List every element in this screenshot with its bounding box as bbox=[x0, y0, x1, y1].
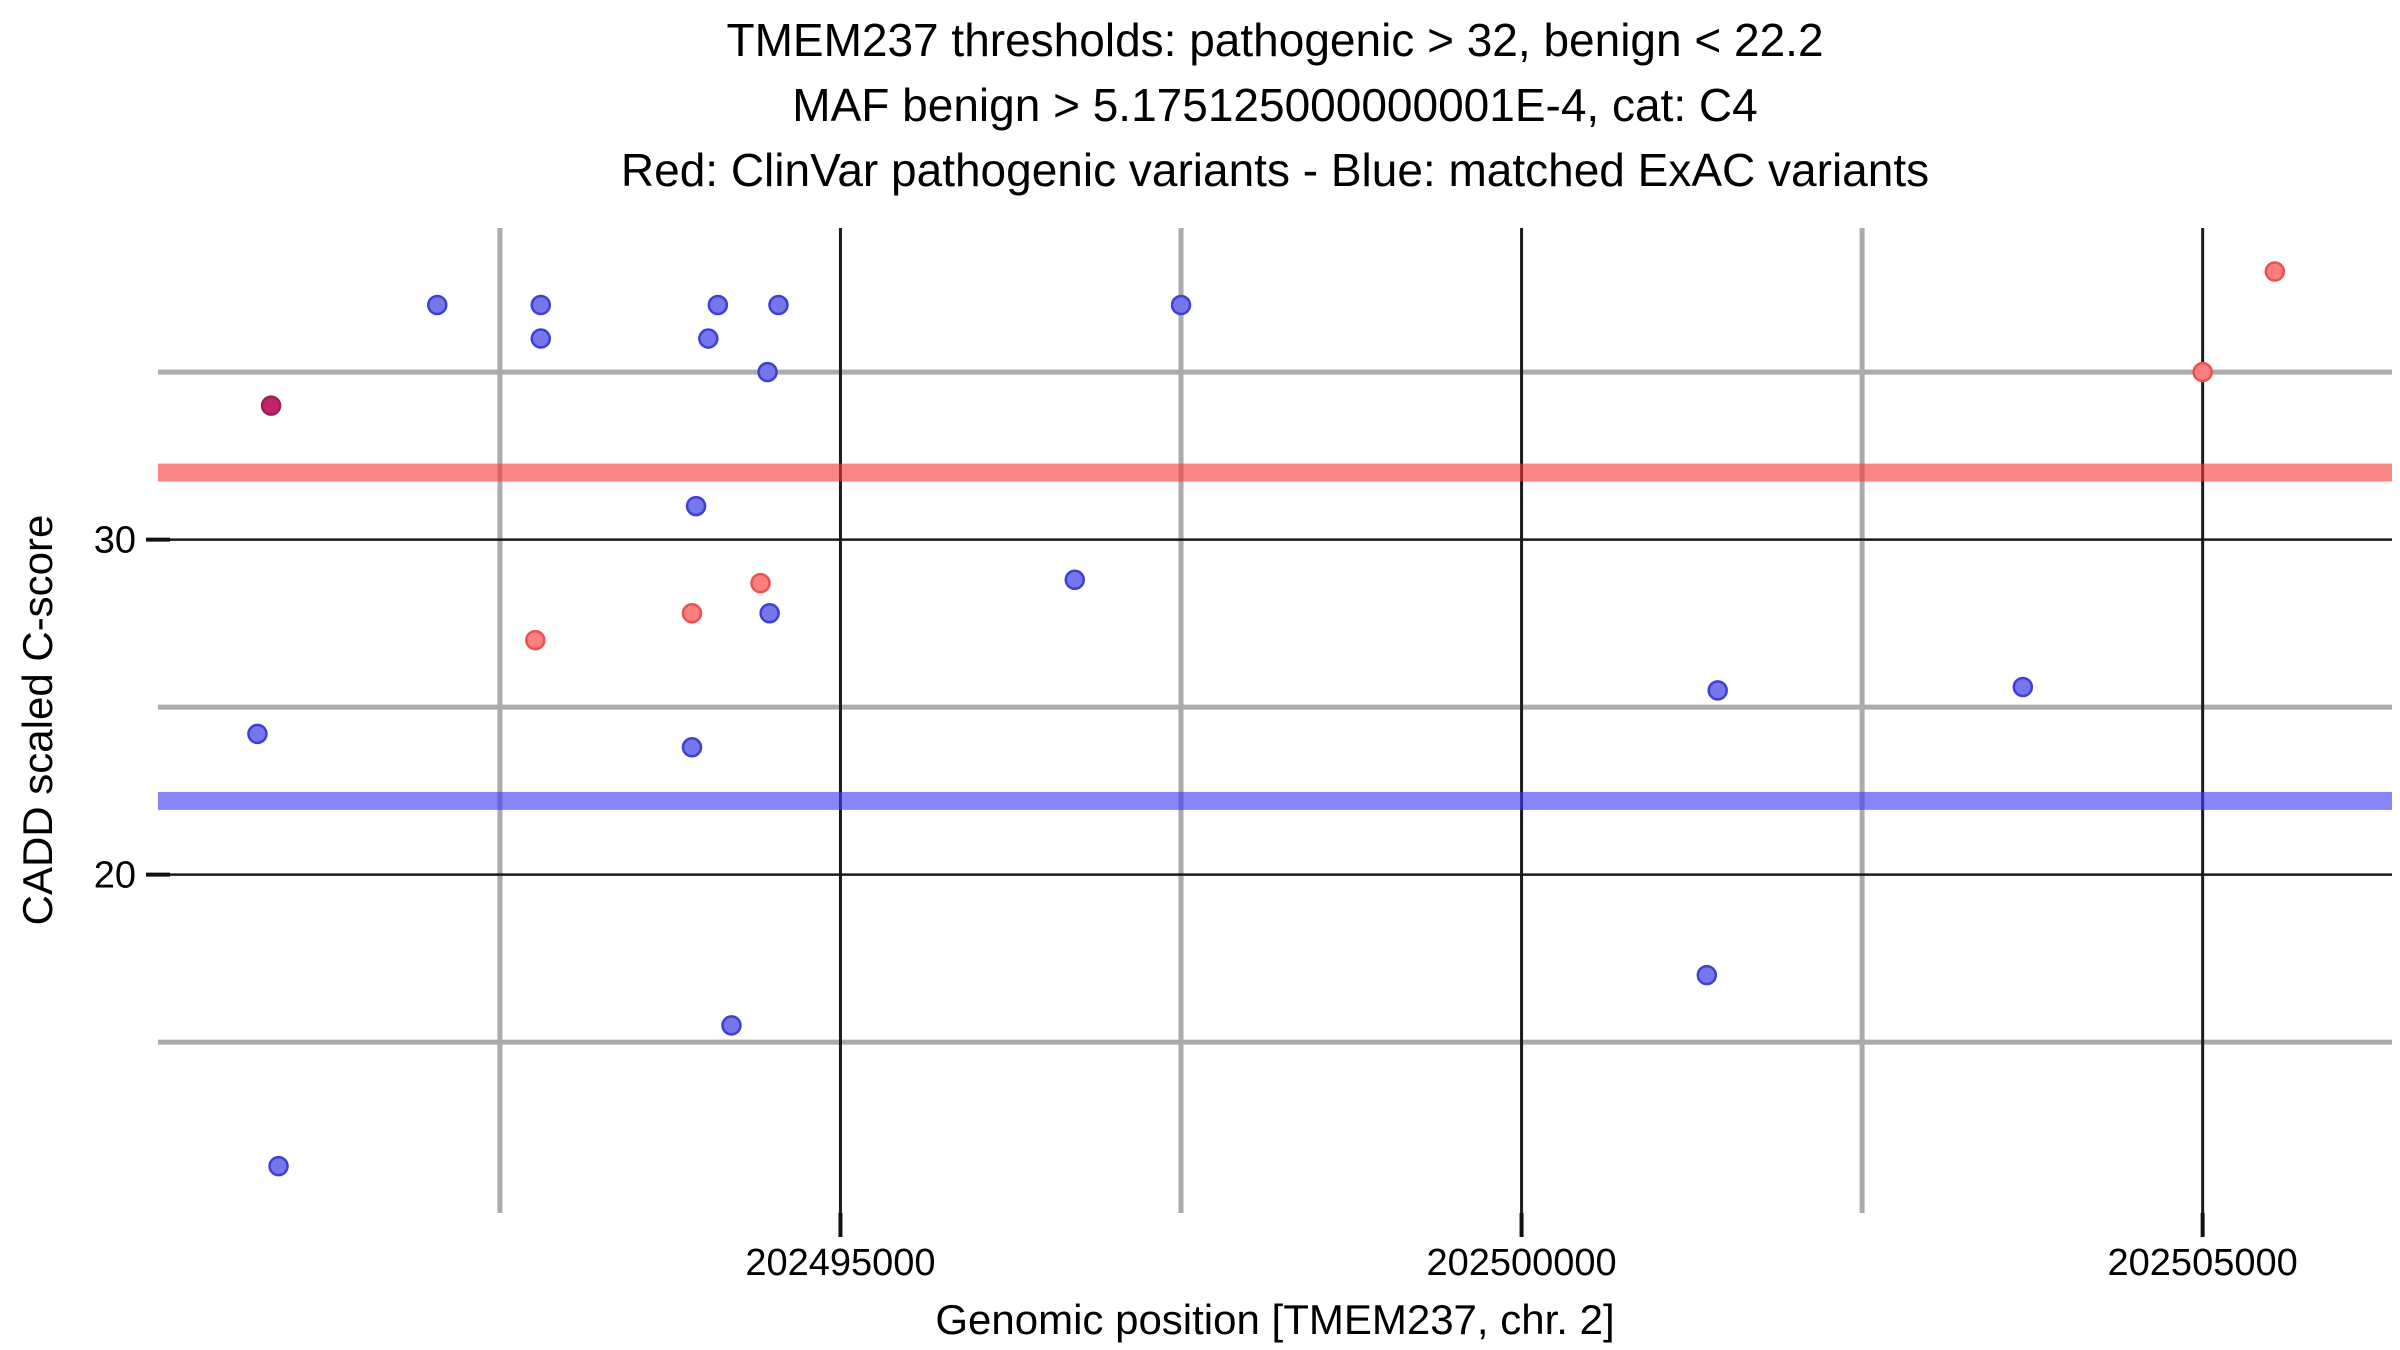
data-point-clinvar bbox=[2192, 361, 2213, 383]
data-point-exac bbox=[2012, 676, 2034, 698]
data-point-exac bbox=[1170, 294, 1192, 316]
data-point-exac bbox=[707, 294, 729, 316]
chart-title-line-1: TMEM237 thresholds: pathogenic > 32, ben… bbox=[726, 14, 1824, 66]
data-point-exac bbox=[757, 361, 778, 383]
x-tick-label: 202505000 bbox=[2108, 1242, 2298, 1284]
data-point-exac bbox=[530, 328, 552, 349]
data-point-exac bbox=[759, 603, 780, 624]
data-point-overlap bbox=[260, 395, 282, 416]
data-point-exac bbox=[530, 294, 552, 316]
chart-title: TMEM237 thresholds: pathogenic > 32, ben… bbox=[158, 8, 2392, 203]
x-tick-label: 202495000 bbox=[745, 1242, 935, 1284]
y-tick-label: 30 bbox=[94, 520, 136, 562]
benign-threshold-band bbox=[158, 791, 2392, 810]
data-point-exac bbox=[685, 495, 707, 517]
data-point-exac bbox=[721, 1015, 742, 1036]
x-tick-label: 202500000 bbox=[1426, 1242, 1616, 1284]
data-point-exac bbox=[427, 294, 448, 316]
data-point-exac bbox=[698, 328, 719, 349]
y-axis-title: CADD scaled C-score bbox=[14, 514, 61, 926]
chart-title-line-3: Red: ClinVar pathogenic variants - Blue:… bbox=[620, 144, 1930, 196]
data-point-clinvar bbox=[2264, 261, 2286, 282]
data-point-clinvar bbox=[750, 572, 771, 594]
pathogenic-threshold-band bbox=[158, 463, 2392, 482]
chart-title-line-2: MAF benign > 5.175125000000001E-4, cat: … bbox=[792, 79, 1758, 131]
data-point-exac bbox=[1064, 569, 1086, 591]
data-point-exac bbox=[681, 737, 703, 758]
data-point-exac bbox=[268, 1155, 289, 1177]
data-point-clinvar bbox=[681, 603, 703, 624]
data-point-exac bbox=[1707, 680, 1728, 701]
y-tick-label: 20 bbox=[94, 855, 136, 897]
data-point-exac bbox=[247, 723, 268, 745]
data-point-exac bbox=[1696, 964, 1718, 986]
data-point-exac bbox=[768, 294, 789, 316]
data-point-clinvar bbox=[525, 629, 546, 651]
x-axis-title: Genomic position [TMEM237, chr. 2] bbox=[935, 1296, 1615, 1343]
